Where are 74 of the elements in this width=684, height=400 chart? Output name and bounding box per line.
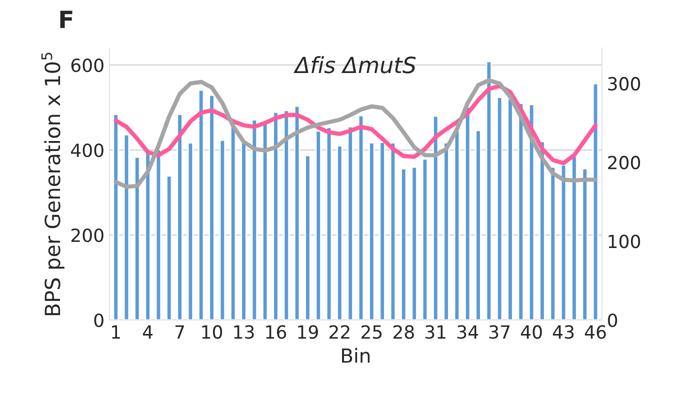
x-tick-label: 37: [489, 325, 510, 339]
y-tick-label: 600: [71, 58, 104, 72]
x-tick-label: 46: [584, 325, 606, 339]
y-tick-label: 400: [71, 143, 104, 158]
x-tick-label: 7: [176, 325, 184, 339]
y2-tick-label: 300: [608, 76, 640, 91]
bar: [486, 60, 492, 320]
bar: [347, 126, 354, 320]
bar: [304, 154, 311, 320]
bar: [550, 166, 556, 320]
y-tick-label: 0: [94, 313, 104, 328]
bar: [518, 102, 524, 320]
line-series: [114, 78, 598, 189]
bar: [432, 115, 439, 320]
bar: [464, 106, 471, 320]
x-tick-label: 43: [552, 325, 574, 339]
bar: [592, 83, 599, 320]
bar: [187, 142, 194, 320]
bar: [496, 96, 503, 320]
bar: [571, 156, 578, 320]
bar: [326, 126, 332, 320]
bar: [134, 156, 140, 320]
x-tick-label: 13: [234, 325, 254, 339]
y-axis-title: BPS per Generation x 10$^{5}$: [41, 52, 64, 316]
bar: [454, 130, 460, 320]
bar: [112, 114, 119, 320]
bar: [411, 166, 418, 320]
bar: [336, 145, 343, 320]
x-tick-label: 34: [457, 325, 478, 339]
chart-title: Δfis ΔmutS: [293, 56, 416, 74]
bar: [123, 134, 130, 320]
x-tick-label: 28: [393, 325, 414, 339]
x-tick-label: 19: [298, 325, 318, 339]
bar: [198, 89, 204, 320]
bar: [176, 114, 183, 320]
bar: [315, 130, 322, 320]
x-tick-label: 1: [112, 325, 120, 339]
bar: [368, 142, 375, 320]
bar: [422, 158, 428, 320]
bar: [251, 119, 258, 320]
bar: [390, 142, 396, 320]
bar: [443, 142, 450, 320]
text: F: [60, 10, 72, 28]
x-tick-label: 16: [266, 325, 286, 339]
x-tick-label: 10: [202, 325, 222, 339]
bar: [155, 148, 162, 320]
y2-tick-label: 0: [608, 313, 618, 328]
bar: [166, 175, 172, 320]
x-axis-title: Bin: [342, 348, 370, 363]
bar: [507, 98, 514, 320]
y2-tick-label: 100: [608, 234, 640, 248]
bar: [358, 114, 364, 320]
x-tick-label: 40: [520, 325, 542, 339]
bar: [475, 130, 482, 320]
bar: [582, 168, 588, 320]
bar: [230, 118, 236, 320]
bar: [240, 142, 247, 320]
bar: [539, 140, 546, 320]
bar: [144, 151, 151, 320]
bar: [379, 142, 386, 320]
bar: [283, 110, 290, 320]
y-tick-label: 200: [71, 228, 104, 242]
bar: [560, 164, 567, 320]
x-tick-label: 22: [330, 325, 350, 339]
x-tick-label: 4: [142, 325, 153, 339]
bar: [208, 94, 215, 320]
x-tick-label: 31: [426, 325, 446, 339]
bar: [400, 168, 407, 320]
bar: [294, 106, 300, 320]
bar: [219, 140, 226, 320]
bar: [272, 111, 279, 320]
y2-tick-label: 200: [608, 156, 640, 170]
x-tick-label: 25: [362, 325, 382, 339]
line-series: [114, 84, 598, 166]
